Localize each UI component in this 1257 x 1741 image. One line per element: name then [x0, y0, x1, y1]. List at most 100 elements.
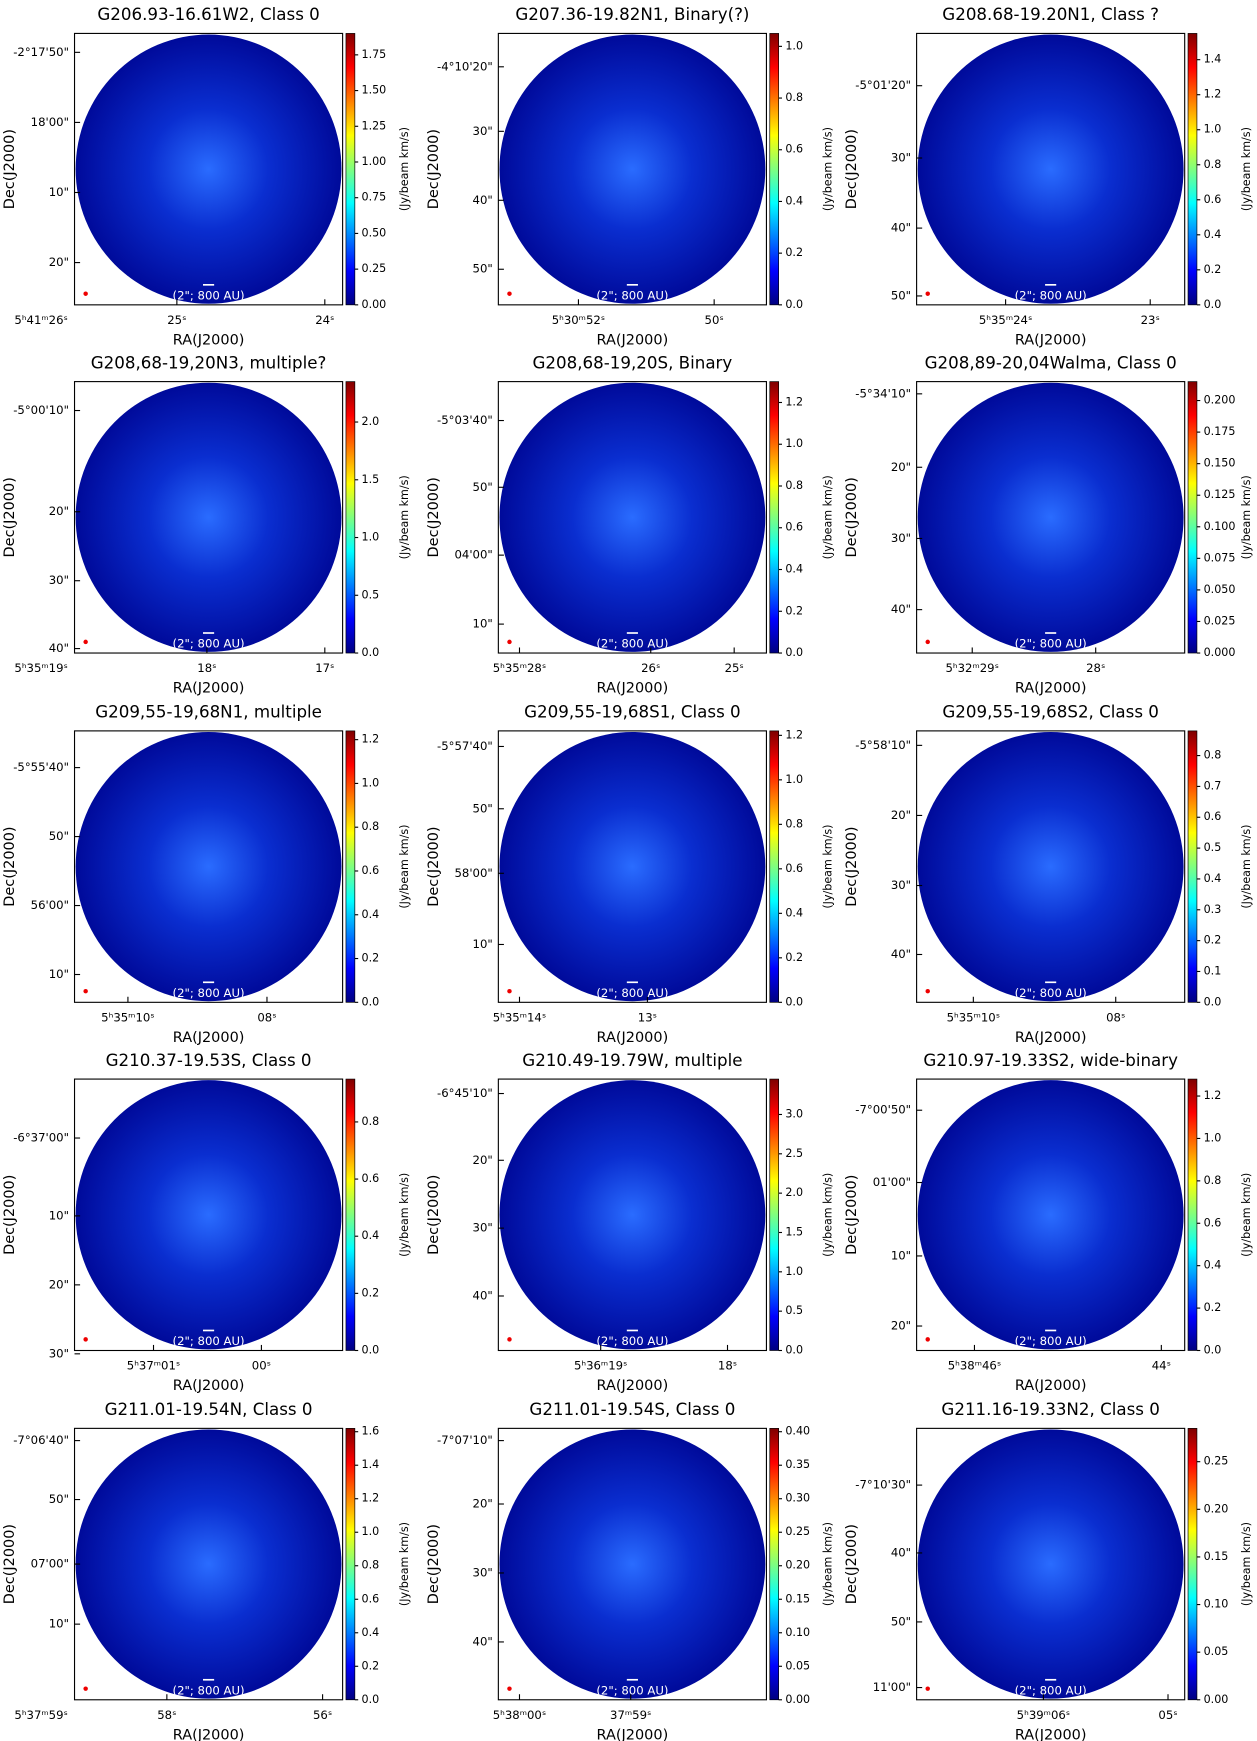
ra-axis-label: RA(J2000) — [173, 332, 245, 348]
dec-tick-label: 56'00" — [31, 898, 69, 912]
colorbar-tick-label: 0.0 — [1204, 1343, 1222, 1356]
dec-tick-label: 30" — [49, 1346, 69, 1360]
panel: G211.01-19.54S, Class 0 (2"; 800 AU) -7°07… — [426, 1400, 835, 1741]
dec-tick-label: 50" — [49, 829, 69, 843]
ra-axis-label: RA(J2000) — [1015, 1030, 1087, 1046]
ra-tick-label: 5ʰ32ᵐ29ˢ — [945, 661, 998, 675]
ra-tick-label: 56ˢ — [313, 1708, 332, 1722]
map-disk — [75, 34, 342, 304]
colorbar-tick-label: 0.8 — [1204, 158, 1222, 171]
ra-tick-label: 5ʰ35ᵐ24ˢ — [979, 313, 1032, 327]
colorbar-tick-label: 0.150 — [1204, 457, 1236, 470]
map-disk — [499, 34, 766, 304]
colorbar-tick-label: 0.10 — [1204, 1598, 1229, 1611]
colorbar-tick-label: 1.6 — [362, 1425, 380, 1438]
colorbar-tick-label: 0.4 — [1204, 872, 1222, 885]
colorbar-tick-label: 0.4 — [785, 194, 803, 207]
dec-axis-label: Dec(J2000) — [426, 477, 442, 557]
dec-tick-label: 10" — [49, 1208, 69, 1222]
colorbar-tick-label: 0.75 — [362, 191, 387, 204]
colorbar-tick-label: 1.25 — [362, 119, 387, 132]
dec-tick-label: 30" — [891, 878, 911, 892]
map-disk — [499, 382, 766, 652]
dec-tick-label: 10" — [49, 185, 69, 199]
dec-tick-label: 30" — [473, 1565, 493, 1579]
colorbar-tick-label: 1.0 — [1204, 123, 1222, 136]
colorbar-tick-label: 1.2 — [785, 395, 803, 408]
panel-title: G211.01-19.54N, Class 0 — [105, 1400, 313, 1419]
ra-axis-label: RA(J2000) — [173, 1727, 245, 1741]
scale-bar-label: (2"; 800 AU) — [596, 288, 668, 302]
colorbar-tick-label: 0.8 — [785, 91, 803, 104]
colorbar-label: (Jy/beam km/s) — [822, 1173, 835, 1257]
dec-tick-label: -5°03'40" — [437, 413, 493, 427]
colorbar-tick-label: 0.8 — [1204, 1174, 1222, 1187]
dec-axis-label: Dec(J2000) — [426, 1524, 442, 1604]
scale-bar-label: (2"; 800 AU) — [1015, 1683, 1087, 1697]
panel: G210.37-19.53S, Class 0 (2"; 800 AU) -6°37… — [2, 1051, 411, 1394]
ra-tick-label: 5ʰ39ᵐ06ˢ — [1017, 1708, 1070, 1722]
ra-axis-label: RA(J2000) — [173, 1030, 245, 1046]
ra-tick-label: 5ʰ35ᵐ10ˢ — [101, 1010, 154, 1024]
panel-title: G209,55-19,68S1, Class 0 — [524, 703, 741, 722]
panel-title: G208.68-19.20N1, Class ? — [942, 5, 1159, 24]
dec-axis-label: Dec(J2000) — [426, 1175, 442, 1255]
colorbar-tick-label: 0.4 — [362, 908, 380, 921]
ra-tick-label: 5ʰ35ᵐ14ˢ — [493, 1010, 546, 1024]
panel-title: G208,68-19,20S, Binary — [533, 353, 733, 372]
dec-tick-label: 50" — [473, 480, 493, 494]
beam — [925, 1337, 930, 1342]
scale-bar-label: (2"; 800 AU) — [173, 1334, 245, 1348]
map-disk — [75, 1080, 342, 1350]
ra-tick-label: 5ʰ35ᵐ28ˢ — [493, 661, 546, 675]
colorbar — [769, 730, 780, 1003]
panel: G211.16-19.33N2, Class 0 (2"; 800 AU) -7°1… — [844, 1400, 1253, 1741]
beam — [83, 291, 88, 296]
colorbar-tick-label: 1.0 — [785, 437, 803, 450]
ra-tick-label: 08ˢ — [1106, 1010, 1125, 1024]
colorbar-tick-label: 0.075 — [1204, 551, 1236, 564]
dec-tick-label: 20" — [473, 1497, 493, 1511]
colorbar-label: (Jy/beam km/s) — [822, 127, 835, 211]
colorbar-tick-label: 0.15 — [1204, 1550, 1229, 1563]
colorbar — [1187, 33, 1198, 306]
colorbar-tick-label: 2.5 — [785, 1147, 803, 1160]
map-disk — [917, 1429, 1184, 1699]
scale-bar-label: (2"; 800 AU) — [596, 986, 668, 1000]
dec-tick-label: 10" — [473, 617, 493, 631]
colorbar — [769, 33, 780, 306]
colorbar-tick-label: 0.200 — [1204, 394, 1236, 407]
colorbar — [1187, 1428, 1198, 1701]
dec-tick-label: 40" — [891, 947, 911, 961]
colorbar-tick-label: 0.50 — [362, 226, 387, 239]
colorbar — [345, 381, 356, 654]
dec-tick-label: 30" — [49, 573, 69, 587]
colorbar-label: (Jy/beam km/s) — [398, 127, 411, 211]
colorbar-tick-label: 0.0 — [785, 298, 803, 311]
dec-tick-label: -5°34'10" — [855, 386, 911, 400]
colorbar-tick-label: 0.100 — [1204, 520, 1236, 533]
colorbar-tick-label: 1.2 — [1204, 88, 1222, 101]
colorbar-tick-label: 1.00 — [362, 155, 387, 168]
ra-tick-label: 5ʰ38ᵐ46ˢ — [948, 1359, 1001, 1373]
colorbar-tick-label: 0.20 — [1204, 1502, 1229, 1515]
dec-tick-label: 10" — [49, 1617, 69, 1631]
panel: G209,55-19,68N1, multiple (2"; 800 AU) -5°… — [2, 703, 411, 1046]
dec-axis-label: Dec(J2000) — [844, 1524, 860, 1604]
panel: G208,89-20,04Walma, Class 0 (2"; 800 AU) -… — [844, 353, 1253, 696]
colorbar-tick-label: 0.5 — [362, 588, 380, 601]
dec-tick-label: 10" — [891, 1248, 911, 1262]
dec-tick-label: 11'00" — [873, 1680, 911, 1694]
beam — [507, 1337, 512, 1342]
colorbar-tick-label: 0.0 — [785, 995, 803, 1008]
dec-tick-label: 20" — [891, 1319, 911, 1333]
colorbar-label: (Jy/beam km/s) — [1240, 475, 1253, 559]
colorbar — [345, 1428, 356, 1701]
colorbar-tick-label: 1.2 — [362, 733, 380, 746]
scale-bar-label: (2"; 800 AU) — [596, 1683, 668, 1697]
panel-title: G208,68-19,20N3, multiple? — [91, 353, 327, 372]
colorbar-tick-label: 1.75 — [362, 48, 387, 61]
colorbar-label: (Jy/beam km/s) — [398, 1522, 411, 1606]
colorbar-tick-label: 0.4 — [1204, 1259, 1222, 1272]
